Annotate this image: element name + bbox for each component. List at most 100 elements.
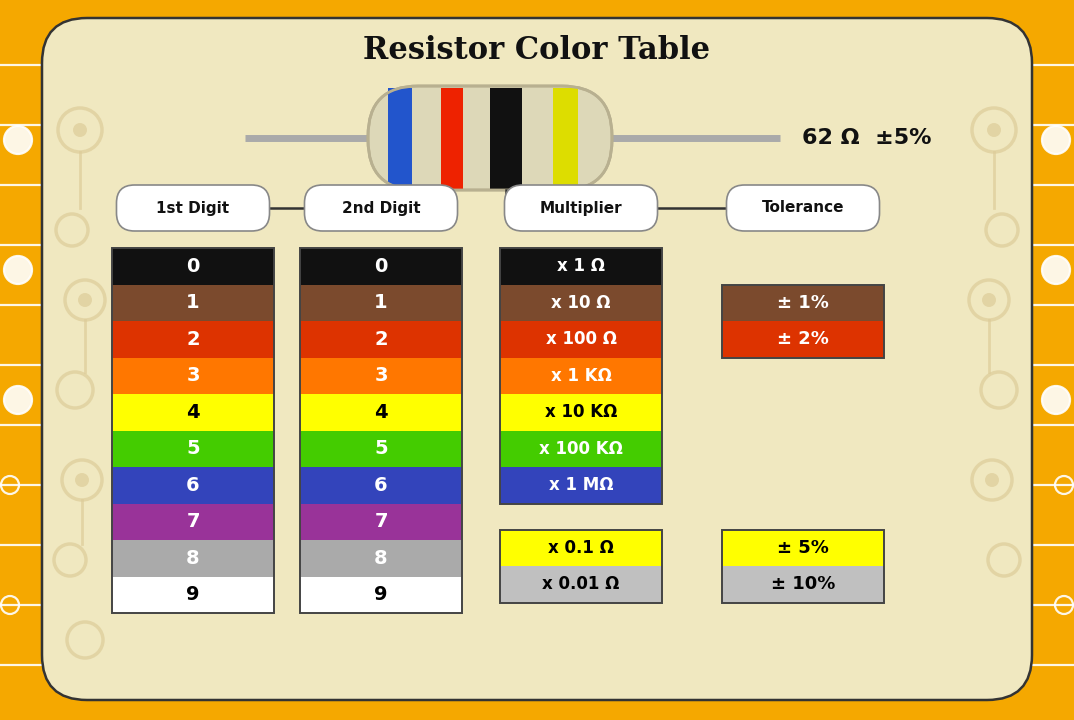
- Text: 1: 1: [374, 293, 388, 312]
- Bar: [112, 248, 274, 284]
- Bar: [112, 577, 274, 613]
- Circle shape: [4, 126, 32, 154]
- Text: 62 Ω  ±5%: 62 Ω ±5%: [802, 128, 931, 148]
- Bar: [112, 503, 274, 540]
- Bar: [500, 529, 662, 566]
- Bar: [300, 358, 462, 394]
- Text: x 0.1 Ω: x 0.1 Ω: [548, 539, 614, 557]
- Circle shape: [985, 473, 999, 487]
- Circle shape: [1042, 256, 1070, 284]
- Bar: [300, 467, 462, 503]
- Text: 4: 4: [374, 402, 388, 422]
- Text: 2: 2: [186, 330, 200, 348]
- Circle shape: [78, 293, 92, 307]
- Text: Resistor Color Table: Resistor Color Table: [363, 35, 711, 66]
- Text: x 1 MΩ: x 1 MΩ: [549, 476, 613, 494]
- Text: 2nd Digit: 2nd Digit: [342, 200, 420, 215]
- Bar: [300, 431, 462, 467]
- Bar: [500, 248, 662, 284]
- Bar: [112, 358, 274, 394]
- Text: Tolerance: Tolerance: [761, 200, 844, 215]
- Text: ± 5%: ± 5%: [778, 539, 829, 557]
- Bar: [388, 88, 412, 189]
- Text: 4: 4: [186, 402, 200, 422]
- Bar: [722, 284, 884, 321]
- Bar: [300, 321, 462, 358]
- Text: 6: 6: [374, 476, 388, 495]
- Bar: [112, 321, 274, 358]
- Bar: [112, 284, 274, 321]
- FancyBboxPatch shape: [726, 185, 880, 231]
- Bar: [300, 248, 462, 613]
- Text: x 1 KΩ: x 1 KΩ: [551, 366, 611, 384]
- Text: 5: 5: [374, 439, 388, 458]
- Bar: [553, 88, 578, 189]
- Text: x 100 Ω: x 100 Ω: [546, 330, 616, 348]
- Text: ± 1%: ± 1%: [778, 294, 829, 312]
- FancyBboxPatch shape: [505, 185, 657, 231]
- Text: x 100 KΩ: x 100 KΩ: [539, 440, 623, 458]
- Bar: [722, 321, 884, 358]
- Bar: [722, 529, 884, 603]
- FancyBboxPatch shape: [368, 86, 612, 190]
- Bar: [500, 321, 662, 358]
- Circle shape: [73, 123, 87, 137]
- Text: 0: 0: [186, 257, 200, 276]
- Bar: [300, 577, 462, 613]
- Bar: [722, 566, 884, 603]
- Bar: [112, 540, 274, 577]
- Bar: [112, 248, 274, 613]
- Bar: [500, 394, 662, 431]
- Text: 8: 8: [186, 549, 200, 568]
- Bar: [722, 284, 884, 358]
- Text: 6: 6: [186, 476, 200, 495]
- Circle shape: [1042, 386, 1070, 414]
- Text: 7: 7: [186, 512, 200, 531]
- Circle shape: [4, 386, 32, 414]
- Text: 9: 9: [186, 585, 200, 604]
- Text: 3: 3: [374, 366, 388, 385]
- Bar: [490, 88, 522, 189]
- Bar: [300, 394, 462, 431]
- Text: 2: 2: [374, 330, 388, 348]
- Bar: [112, 467, 274, 503]
- Text: 0: 0: [375, 257, 388, 276]
- Bar: [500, 431, 662, 467]
- Bar: [500, 248, 662, 503]
- Bar: [300, 540, 462, 577]
- Text: 8: 8: [374, 549, 388, 568]
- Text: 3: 3: [186, 366, 200, 385]
- Text: Multiplier: Multiplier: [540, 200, 622, 215]
- Text: 5: 5: [186, 439, 200, 458]
- Circle shape: [982, 293, 996, 307]
- Text: x 0.01 Ω: x 0.01 Ω: [542, 575, 620, 593]
- Text: 1st Digit: 1st Digit: [157, 200, 230, 215]
- FancyBboxPatch shape: [305, 185, 458, 231]
- Bar: [441, 88, 463, 189]
- Bar: [112, 431, 274, 467]
- Bar: [300, 284, 462, 321]
- Circle shape: [987, 123, 1001, 137]
- Bar: [500, 529, 662, 603]
- Bar: [300, 503, 462, 540]
- Circle shape: [75, 473, 89, 487]
- Text: 7: 7: [374, 512, 388, 531]
- FancyBboxPatch shape: [116, 185, 270, 231]
- FancyBboxPatch shape: [42, 18, 1032, 700]
- Bar: [500, 284, 662, 321]
- Bar: [500, 566, 662, 603]
- Bar: [300, 248, 462, 284]
- Text: x 10 KΩ: x 10 KΩ: [545, 403, 618, 421]
- Bar: [500, 467, 662, 503]
- Text: ± 10%: ± 10%: [771, 575, 836, 593]
- Circle shape: [4, 256, 32, 284]
- Bar: [500, 358, 662, 394]
- Text: 9: 9: [374, 585, 388, 604]
- Bar: [112, 394, 274, 431]
- Text: x 10 Ω: x 10 Ω: [551, 294, 611, 312]
- Text: 1: 1: [186, 293, 200, 312]
- Text: ± 2%: ± 2%: [778, 330, 829, 348]
- Circle shape: [1042, 126, 1070, 154]
- Bar: [722, 529, 884, 566]
- Text: x 1 Ω: x 1 Ω: [557, 257, 605, 275]
